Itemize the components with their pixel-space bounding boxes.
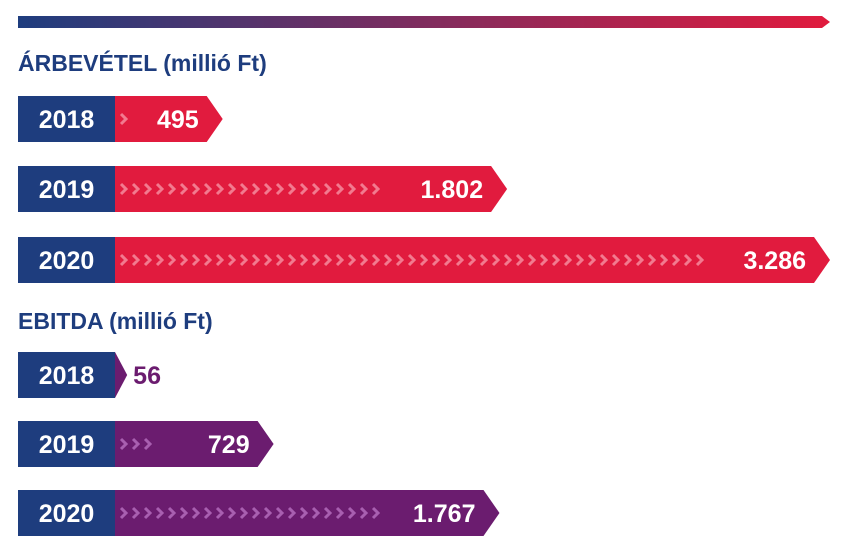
revenue-value-label-2018: 495 [157, 106, 199, 134]
ebitda-bar-2019 [115, 421, 274, 467]
ebitda-year-box-2020 [18, 490, 115, 536]
revenue-bar-chevrons-2019 [119, 182, 381, 196]
top-gradient-arrow-bar [18, 16, 830, 28]
ebitda-year-label-2020: 2020 [39, 500, 95, 528]
ebitda-bar-chevrons-2019 [119, 437, 153, 451]
revenue-value-label-2019: 1.802 [421, 176, 484, 204]
revenue-year-box-2018 [18, 96, 115, 142]
revenue-value-label-2020: 3.286 [743, 247, 806, 275]
revenue-bar-chevrons-2020 [119, 253, 705, 267]
revenue-year-box-2020 [18, 237, 115, 283]
ebitda-year-label-2018: 2018 [39, 362, 95, 390]
ebitda-bar-chevrons-2020 [119, 506, 381, 520]
ebitda-value-label-2019: 729 [208, 431, 250, 459]
revenue-title: ÁRBEVÉTEL (millió Ft) [18, 49, 267, 76]
revenue-chart: ÁRBEVÉTEL (millió Ft) 2018 495 2019 1.802 20… [18, 49, 830, 283]
revenue-bar-2019 [115, 166, 508, 212]
ebitda-value-label-2018: 56 [133, 362, 161, 390]
ebitda-title: EBITDA (millió Ft) [18, 308, 213, 334]
revenue-bar-2018 [115, 96, 223, 142]
ebitda-year-label-2019: 2019 [39, 431, 95, 459]
ebitda-value-label-2020: 1.767 [413, 500, 476, 528]
ebitda-bar-2018 [115, 352, 128, 398]
revenue-year-box-2019 [18, 166, 115, 212]
revenue-year-label-2020: 2020 [39, 247, 95, 275]
revenue-year-label-2019: 2019 [39, 176, 95, 204]
revenue-year-label-2018: 2018 [39, 106, 95, 134]
revenue-bar-chevrons-2018 [119, 112, 129, 126]
ebitda-year-box-2019 [18, 421, 115, 467]
ebitda-chart: EBITDA (millió Ft) 2018 56 2019 729 2020 1.76… [18, 308, 500, 536]
ebitda-year-box-2018 [18, 352, 115, 398]
